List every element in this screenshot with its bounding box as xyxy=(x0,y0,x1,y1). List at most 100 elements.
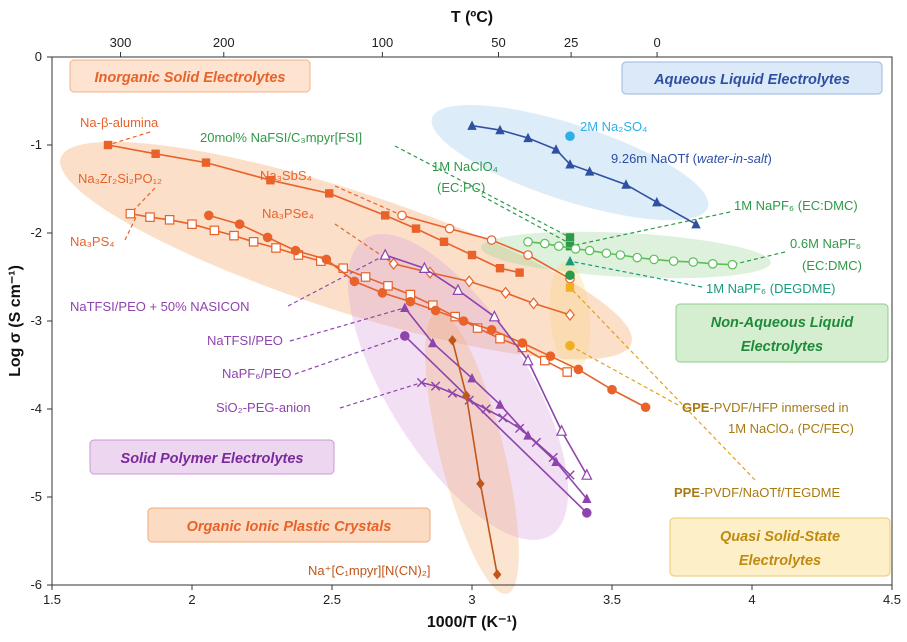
label-napf6-degdme: 1M NaPF₆ (DEGDME) xyxy=(706,281,835,296)
label-na-beta-alumina: Na-β-alumina xyxy=(80,115,159,130)
series-5 xyxy=(565,131,575,141)
region-blob-plastic xyxy=(425,312,519,594)
series-point-9 xyxy=(523,237,533,247)
series-point-9 xyxy=(632,252,642,263)
series-point-13 xyxy=(582,493,592,503)
series-point-4 xyxy=(500,286,511,299)
series-point-1 xyxy=(383,281,393,291)
label-naotf-c: ) xyxy=(768,151,772,166)
top-tick-label: 50 xyxy=(491,35,505,50)
leader-naclo4 xyxy=(481,195,571,245)
label-nsbs: Na₃SbS₄ xyxy=(260,168,312,183)
series-2 xyxy=(204,210,651,413)
y-tick-label: -1 xyxy=(30,137,42,152)
series-point-6 xyxy=(691,219,701,229)
region-box-quasi: Quasi Solid-State Electrolytes xyxy=(669,517,891,577)
label-naotf-b: water-in-salt xyxy=(697,151,769,166)
region-title-nonaqueous-2: Electrolytes xyxy=(741,339,823,355)
series-point-3 xyxy=(444,223,455,234)
series-point-2 xyxy=(321,254,332,265)
series-line-16 xyxy=(451,340,498,575)
region-box-polymer: Solid Polymer Electrolytes xyxy=(89,439,335,475)
series-point-11 xyxy=(565,270,575,281)
series-17 xyxy=(565,340,575,351)
label-na2so4: 2M Na₂SO₄ xyxy=(580,119,647,134)
series-point-0 xyxy=(201,158,211,167)
leader-sio2 xyxy=(339,382,422,409)
series-point-4 xyxy=(565,308,575,321)
series-point-18 xyxy=(565,283,575,292)
series-point-0 xyxy=(495,264,505,273)
series-point-4 xyxy=(528,297,539,310)
series-point-12 xyxy=(379,248,391,260)
x-axis-title: 1000/T (K⁻¹) xyxy=(427,614,517,631)
series-point-6 xyxy=(551,144,561,154)
series-point-9 xyxy=(668,256,679,266)
series-point-6 xyxy=(495,124,505,135)
series-12 xyxy=(379,248,593,480)
series-point-2 xyxy=(290,245,301,256)
leader-nasicon xyxy=(287,254,386,307)
series-point-1 xyxy=(360,272,371,282)
label-nps: Na₃PS₄ xyxy=(70,234,115,249)
series-point-9 xyxy=(570,244,581,254)
label-naclo4-2: (EC:PC) xyxy=(437,180,485,195)
series-point-1 xyxy=(187,219,197,229)
label-napf6peo: NaPF₆/PEO xyxy=(222,366,292,381)
region-title-nonaqueous-1: Non-Aqueous Liquid xyxy=(711,315,855,331)
series-point-15 xyxy=(531,437,542,448)
series-point-8 xyxy=(565,242,575,251)
label-ppe-b: -PVDF/NaOTf/TEGDME xyxy=(700,485,840,500)
label-npse: Na₃PSe₄ xyxy=(262,206,314,221)
series-8 xyxy=(565,242,575,251)
y-tick-label: -6 xyxy=(30,577,42,592)
series-point-2 xyxy=(545,351,556,362)
series-point-15 xyxy=(514,423,525,434)
label-napf6-06-2: (EC:DMC) xyxy=(802,258,862,273)
series-point-9 xyxy=(539,238,550,249)
series-point-10 xyxy=(565,255,575,266)
region-title-quasi-2: Electrolytes xyxy=(739,553,821,569)
series-point-9 xyxy=(615,250,626,260)
series-point-15 xyxy=(416,377,427,388)
y-tick-label: -2 xyxy=(30,225,42,240)
series-point-15 xyxy=(430,381,441,391)
series-point-0 xyxy=(266,176,275,185)
x-tick-label: 3 xyxy=(468,592,475,607)
x-tick-label: 3.5 xyxy=(603,592,621,607)
labels-layer: Inorganic Solid Electrolytes Aqueous Liq… xyxy=(69,59,891,578)
series-point-1 xyxy=(248,237,259,247)
label-gpe-b: -PVDF/HFP inmersed in xyxy=(709,400,848,415)
region-box-plastic: Organic Ionic Plastic Crystals xyxy=(147,507,431,543)
top-tick-label: 100 xyxy=(372,35,394,50)
label-naotf: 9.26m NaOTf (water-in-salt) xyxy=(611,151,772,166)
series-point-12 xyxy=(581,468,593,480)
series-16 xyxy=(448,335,502,580)
series-point-0 xyxy=(151,149,160,158)
series-point-6 xyxy=(565,159,575,169)
leader-nps xyxy=(124,216,137,241)
series-point-4 xyxy=(464,275,475,288)
series-point-2 xyxy=(486,325,497,335)
region-box-nonaqueous: Non-Aqueous Liquid Electrolytes xyxy=(675,303,889,363)
leader-napf6peo xyxy=(294,335,405,375)
leader-napf6-ecdmc xyxy=(569,211,731,247)
series-point-9 xyxy=(688,257,698,267)
series-point-9 xyxy=(707,258,718,269)
series-point-16 xyxy=(462,390,471,401)
series-line-2 xyxy=(208,214,646,408)
leader-natfsi xyxy=(289,307,405,342)
leader-ppe xyxy=(569,287,756,481)
series-0 xyxy=(103,140,524,277)
series-14 xyxy=(400,331,592,518)
series-point-7 xyxy=(565,233,575,242)
leader-na-beta-alumina xyxy=(107,131,151,146)
label-napf6-ecdmc: 1M NaPF₆ (EC:DMC) xyxy=(734,198,858,213)
label-nzsp: Na₃Zr₂Si₂PO₁₂ xyxy=(78,171,162,186)
region-title-inorganic: Inorganic Solid Electrolytes xyxy=(95,70,286,86)
leader-napf6-degdme xyxy=(569,260,703,288)
label-gpe: GPE-PVDF/HFP inmersed in xyxy=(682,400,849,415)
series-point-12 xyxy=(418,261,431,273)
series-layer xyxy=(103,120,738,580)
top-axis-title: T (ºC) xyxy=(451,9,493,26)
